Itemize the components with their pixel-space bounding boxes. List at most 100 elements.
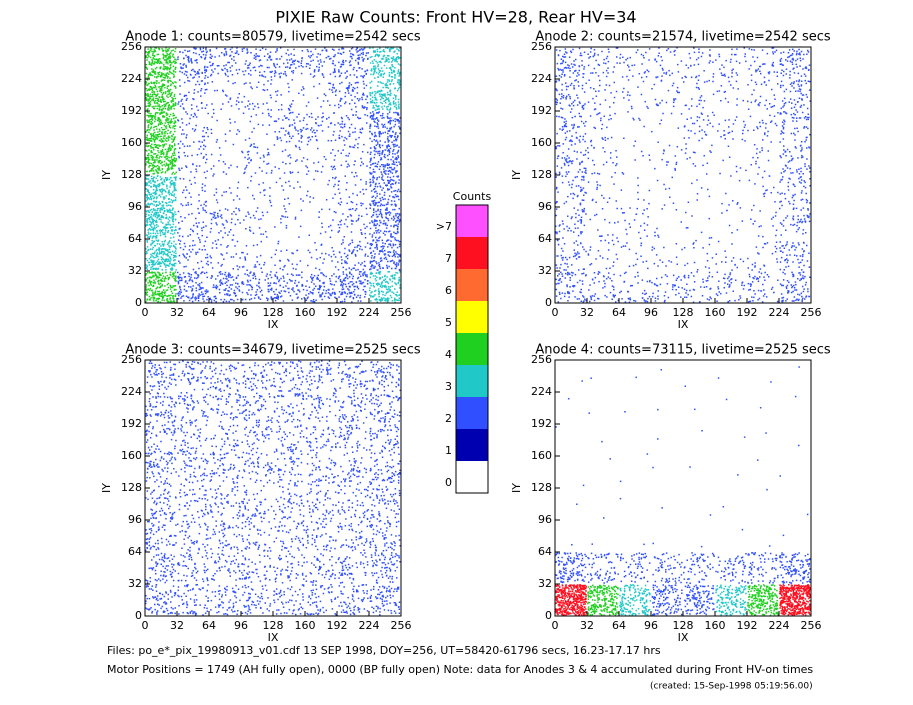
heatmap-cell xyxy=(145,392,177,424)
heatmap-cell xyxy=(369,111,401,143)
heatmap-cell xyxy=(369,207,401,239)
y-tick-label: 128 xyxy=(121,168,142,181)
heatmap-cell xyxy=(766,488,768,491)
heatmap-cell xyxy=(275,79,305,111)
heatmap-cell xyxy=(700,545,703,548)
heatmap-cell xyxy=(587,144,618,175)
y-tick-label: 32 xyxy=(128,577,142,590)
x-axis-label: IX xyxy=(268,318,279,331)
x-axis-label: IX xyxy=(678,631,689,644)
heatmap-cell xyxy=(145,143,177,175)
footer-line: (created: 15-Sep-1998 05:19:56.00) xyxy=(650,682,813,692)
heatmap-cell xyxy=(177,47,209,79)
heatmap-cell xyxy=(369,79,401,111)
heatmap-cell xyxy=(806,513,809,516)
heatmap-cell xyxy=(798,366,800,368)
heatmap-cell xyxy=(798,444,800,447)
heatmap-cell xyxy=(779,552,811,584)
heatmap-cell xyxy=(209,207,241,239)
heatmap-cell xyxy=(555,143,587,175)
y-tick-label: 0 xyxy=(545,609,552,622)
footer-line: Files: po_e*_pix_19980913_v01.cdf 13 SEP… xyxy=(107,644,661,657)
x-axis-label: IX xyxy=(678,318,689,331)
heatmap-cell xyxy=(581,380,583,382)
heatmap-cell xyxy=(743,436,746,438)
heatmap-cell xyxy=(337,239,369,271)
x-tick-label: 32 xyxy=(170,619,184,632)
heatmap-cell xyxy=(624,411,626,413)
heatmap-cell xyxy=(178,392,209,424)
x-axis-label: IX xyxy=(268,631,279,644)
footer-line: Motor Positions = 1749 (AH fully open), … xyxy=(107,663,813,676)
x-tick-label: 160 xyxy=(705,306,726,319)
y-tick-label: 128 xyxy=(531,481,552,494)
heatmap-cell xyxy=(603,517,605,519)
colorbar-title: Counts xyxy=(453,190,492,203)
heatmap-cell xyxy=(337,424,368,456)
heatmap-cell xyxy=(337,47,369,79)
x-tick-label: 224 xyxy=(359,619,380,632)
heatmap-cell xyxy=(243,207,269,238)
heatmap-cell xyxy=(555,426,557,428)
heatmap-cell xyxy=(145,175,177,207)
heatmap-cell xyxy=(635,376,637,379)
heatmap-cell xyxy=(337,80,369,111)
x-tick-label: 128 xyxy=(263,306,284,319)
x-tick-label: 0 xyxy=(142,619,149,632)
x-tick-label: 96 xyxy=(644,619,658,632)
heatmap-cell xyxy=(657,408,659,411)
colorbar-label: 5 xyxy=(445,316,452,329)
colorbar-box xyxy=(456,397,488,429)
heatmap-cell xyxy=(369,175,401,207)
x-tick-label: 192 xyxy=(737,619,758,632)
heatmap-cell xyxy=(651,584,683,616)
y-tick-label: 224 xyxy=(121,385,142,398)
heatmap-cell xyxy=(369,520,401,552)
x-tick-label: 192 xyxy=(737,306,758,319)
heatmap-cell xyxy=(337,143,369,174)
colorbar-label: 2 xyxy=(445,412,452,425)
x-tick-label: 96 xyxy=(644,306,658,319)
heatmap-cell xyxy=(273,392,305,423)
x-tick-label: 64 xyxy=(202,619,216,632)
heatmap-cell xyxy=(709,514,712,516)
heatmap-cell xyxy=(178,360,209,391)
heatmap-cell xyxy=(582,484,585,487)
colorbar-label: 0 xyxy=(445,476,452,489)
y-tick-label: 256 xyxy=(531,40,552,53)
colorbar-label: 7 xyxy=(445,252,452,265)
heatmap-cell xyxy=(211,80,240,111)
heatmap-cell xyxy=(657,438,659,440)
panel-title: Anode 2: counts=21574, livetime=2542 sec… xyxy=(535,30,831,45)
heatmap-cell xyxy=(683,111,715,142)
colorbar-box xyxy=(456,237,488,269)
heatmap-cell xyxy=(587,47,619,78)
heatmap-cell xyxy=(588,412,590,414)
heatmap-cell xyxy=(759,407,762,409)
heatmap-cell xyxy=(619,497,622,500)
heatmap-cell xyxy=(587,584,619,616)
heatmap-cell xyxy=(177,207,208,239)
heatmap-cell xyxy=(210,584,241,616)
heatmap-cell xyxy=(609,458,611,460)
heatmap-cell xyxy=(555,207,587,239)
colorbar-label: >7 xyxy=(436,220,452,233)
x-tick-label: 64 xyxy=(612,619,626,632)
x-tick-label: 256 xyxy=(801,306,822,319)
heatmap-cell xyxy=(369,393,401,423)
heatmap-cell xyxy=(305,360,337,392)
colorbar-box xyxy=(456,429,488,461)
heatmap-cell xyxy=(369,239,401,271)
heatmap-cell xyxy=(770,381,772,383)
heatmap-cell xyxy=(717,377,720,379)
heatmap-cell xyxy=(555,79,587,110)
heatmap-cell xyxy=(661,507,663,509)
heatmap-cell xyxy=(241,489,273,520)
heatmap-cell xyxy=(737,474,739,476)
x-tick-label: 128 xyxy=(673,619,694,632)
heatmap-cell xyxy=(306,456,337,487)
heatmap-cell xyxy=(779,271,811,303)
heatmap-cell xyxy=(660,369,662,371)
heatmap-cell xyxy=(209,424,239,456)
